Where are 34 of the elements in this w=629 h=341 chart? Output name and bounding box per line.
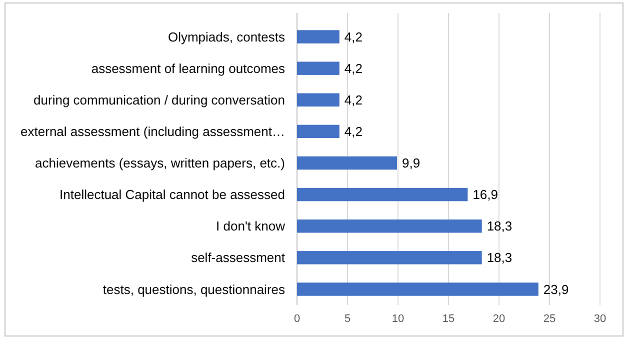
data-label: 16,9 [472, 187, 498, 202]
bar [297, 219, 482, 233]
x-tick-label: 5 [344, 313, 351, 325]
y-tick-label: Olympiads, contests [168, 29, 286, 44]
bar [297, 62, 340, 75]
y-tick-label: self-assessment [191, 250, 286, 266]
y-tick-label: during communication / during conversation [34, 92, 285, 108]
bar [297, 30, 340, 44]
bar [297, 93, 340, 107]
data-label: 4,2 [344, 92, 362, 108]
y-tick-label: tests, questions, questionnaires [102, 282, 286, 297]
y-tick-label: Intellectual Capital cannot be assessed [60, 187, 285, 202]
x-tick-label: 10 [392, 313, 404, 325]
data-label: 9,9 [402, 156, 420, 171]
x-tick-label: 20 [492, 313, 506, 325]
bar [297, 282, 538, 296]
x-tick-label: 30 [594, 313, 606, 325]
y-tick-label: external assessment (including assessment… [20, 124, 285, 139]
data-label: 4,2 [344, 60, 362, 76]
data-label: 18,3 [486, 250, 512, 266]
y-tick-label: achievements (essays, written papers, etc.) [35, 156, 285, 171]
bar [297, 188, 468, 202]
data-label: 18,3 [486, 218, 512, 234]
x-tick-label: 15 [442, 313, 455, 325]
data-label: 4,2 [344, 29, 362, 44]
x-tick-label: 25 [543, 313, 556, 325]
x-tick-label: 0 [294, 313, 300, 325]
bar [297, 156, 397, 170]
bar [297, 124, 340, 138]
data-label: 23,9 [543, 282, 569, 297]
y-tick-label: assessment of learning outcomes [91, 60, 286, 76]
bar [297, 251, 482, 264]
data-label: 4,2 [344, 124, 362, 139]
y-tick-label: I don't know [216, 218, 286, 234]
